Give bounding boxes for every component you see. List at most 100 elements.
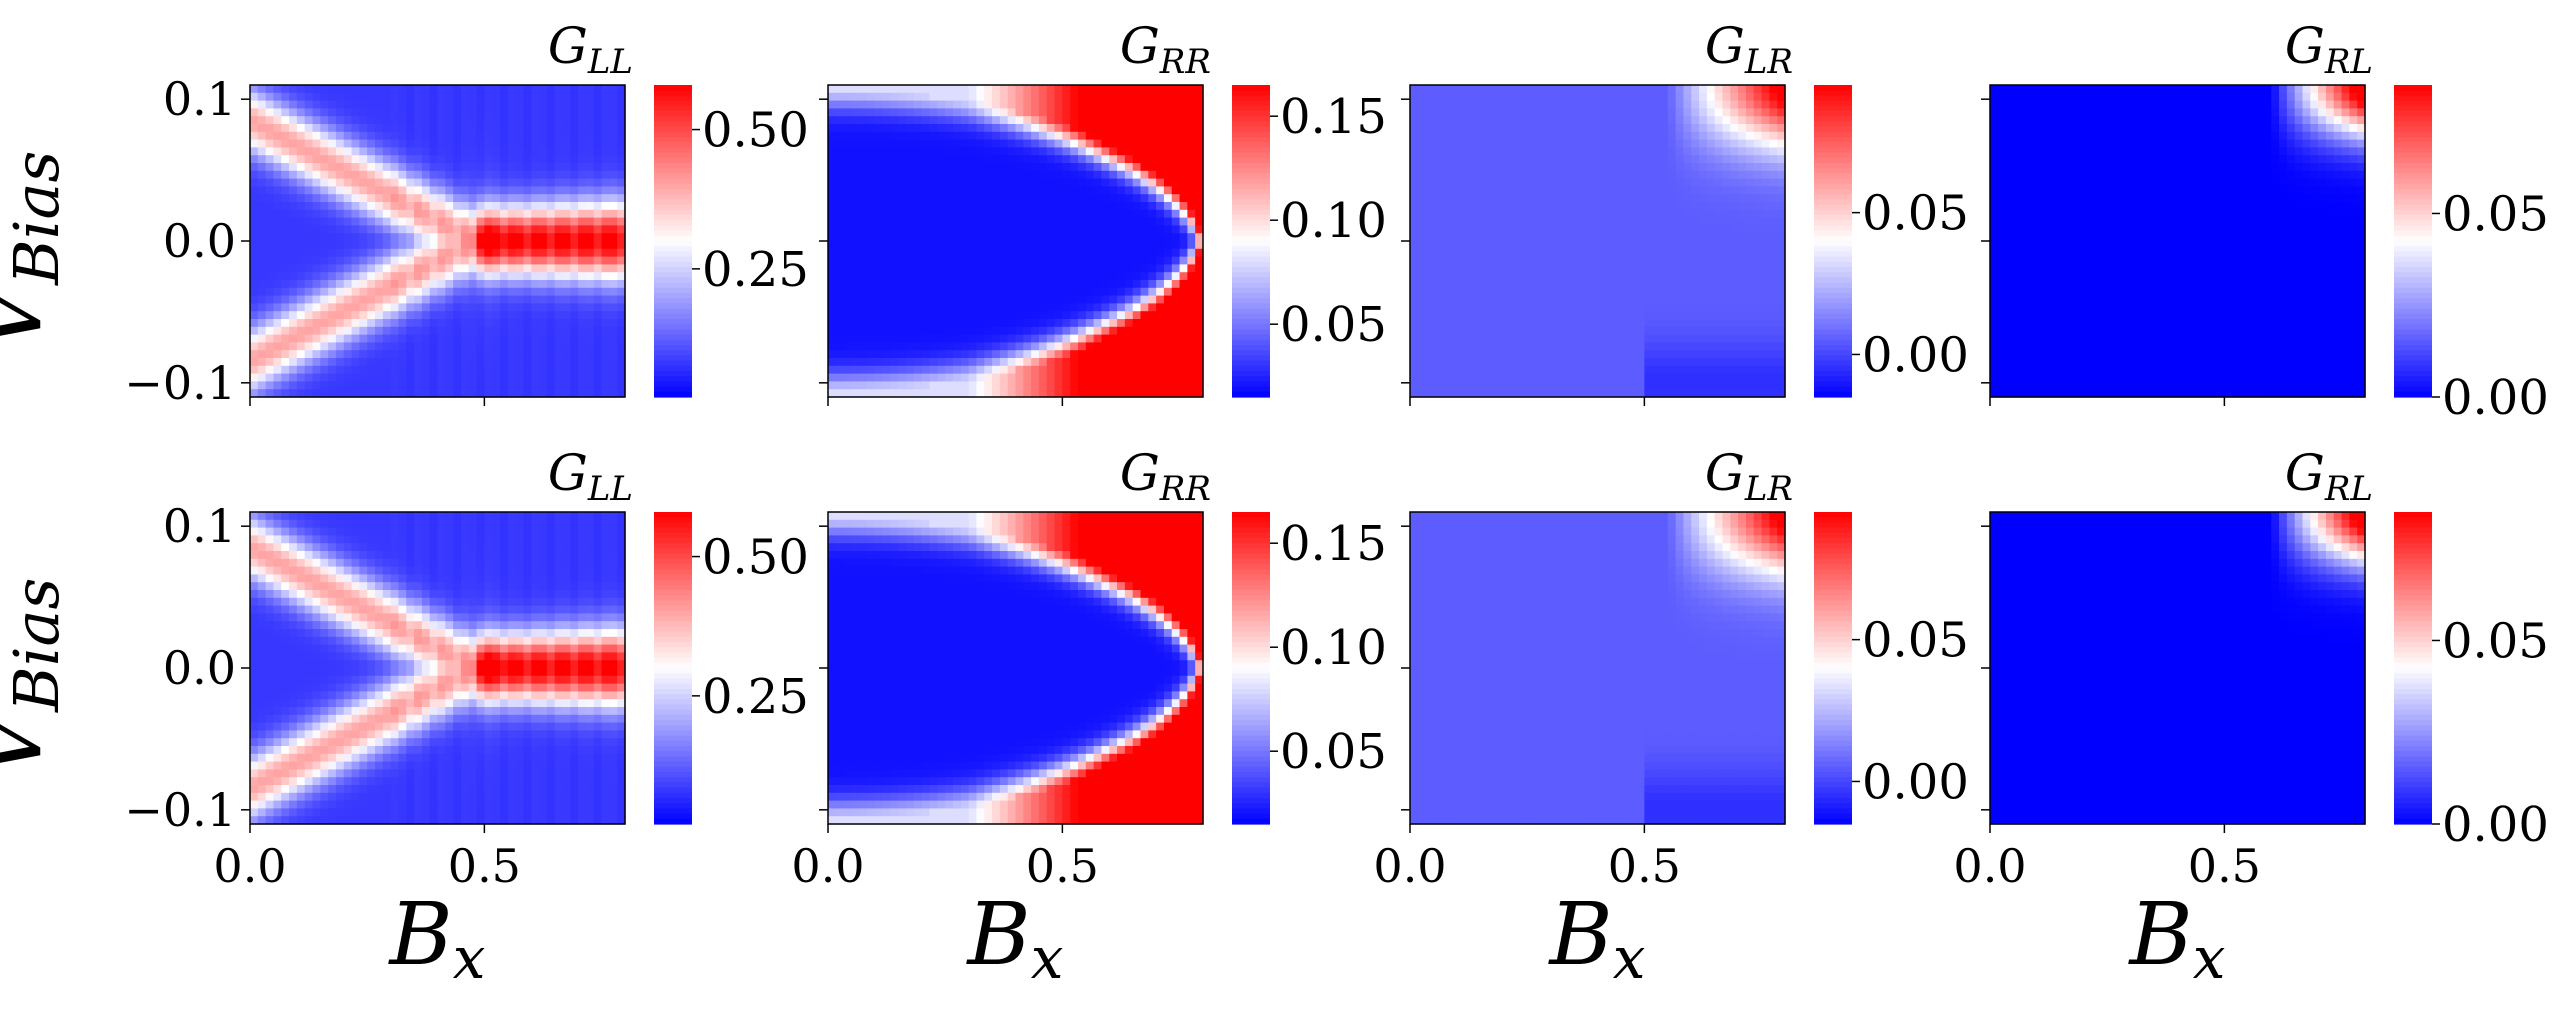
heatmap-cell [913,272,923,281]
heatmap-cell [289,373,298,382]
heatmap-cell [593,131,603,141]
heatmap-cell [539,124,548,133]
heatmap-cell [859,280,868,289]
heatmap-cell [421,272,431,281]
heatmap-cell [570,365,579,375]
heatmap-cell [890,194,899,203]
heatmap-cell [1488,272,1497,281]
heatmap-cell [1503,280,1513,289]
heatmap-cell [273,155,282,164]
heatmap-cell [1542,256,1552,265]
heatmap-cell [578,108,587,117]
heatmap-cell [320,225,329,234]
heatmap-cell [1550,248,1560,258]
heatmap-cell [1441,365,1450,375]
heatmap-cell [859,389,868,398]
heatmap-cell [1535,139,1544,148]
heatmap-cell [828,334,837,343]
heatmap-cell [1589,209,1599,219]
heatmap-cell [351,342,360,351]
heatmap-cell [476,358,485,367]
heatmap-cell [523,131,532,141]
heatmap-cell [492,241,501,250]
heatmap-cell [1046,319,1056,328]
heatmap-cell [281,170,290,180]
heatmap-cell [1574,280,1583,289]
heatmap-cell [828,116,837,125]
heatmap-cell [1425,233,1435,242]
heatmap-cell [601,108,610,117]
heatmap-cell [1124,358,1134,367]
heatmap-cell [1410,225,1419,234]
heatmap-cell [1574,202,1583,211]
heatmap-cell [1124,389,1134,398]
heatmap-cell [1503,147,1513,156]
heatmap-cell [890,303,899,312]
heatmap-cell [460,334,470,343]
heatmap-cell [999,178,1009,187]
heatmap-cell [562,233,571,242]
heatmap-cell [1078,389,1087,398]
heatmap-cell [1140,241,1149,250]
heatmap-cell [601,241,610,250]
colorbar-segment [1232,282,1270,289]
colorbar-segment [654,95,692,102]
heatmap-cell [1441,350,1450,359]
heatmap-cell [367,163,376,172]
heatmap-cell [390,241,400,250]
heatmap-cell [578,116,587,125]
heatmap-cell [578,202,587,211]
heatmap-cell [882,92,892,102]
heatmap-cell [1070,326,1079,336]
heatmap-cell [507,225,517,234]
heatmap-cell [1574,139,1583,148]
heatmap-cell [1101,131,1110,141]
heatmap-cell [289,147,298,156]
heatmap-cell [1527,225,1536,234]
heatmap-cell [1046,311,1056,320]
heatmap-cell [1124,233,1134,242]
heatmap-cell [398,163,407,172]
heatmap-cell [898,256,907,265]
heatmap-cell [976,241,985,250]
heatmap-cell [382,326,392,336]
heatmap-cell [617,311,626,320]
heatmap-cell [960,334,970,343]
heatmap-cell [273,264,282,273]
heatmap-cell [1472,295,1481,304]
heatmap-cell [882,139,892,148]
heatmap-cell [874,358,884,367]
heatmap-cell [976,358,985,367]
heatmap-cell [593,311,603,320]
heatmap-cell [1581,225,1591,234]
heatmap-cell [539,163,548,172]
heatmap-cell [617,381,626,390]
heatmap-cell [1109,108,1118,117]
heatmap-cell [953,92,962,102]
heatmap-cell [539,358,548,367]
heatmap-cell [328,280,337,289]
heatmap-cell [1023,295,1032,304]
heatmap-cell [367,295,376,304]
heatmap-cell [937,194,946,203]
heatmap-cell [1124,170,1134,180]
heatmap-cell [476,373,485,382]
heatmap-cell [617,280,626,289]
heatmap-cell [281,358,290,367]
heatmap-cell [867,85,876,94]
heatmap-cell [1441,311,1450,320]
heatmap-cell [1472,170,1481,180]
heatmap-cell [1550,85,1560,94]
heatmap-cell [882,342,892,351]
heatmap-cell [539,178,548,187]
heatmap-cell [1433,170,1442,180]
heatmap-cell [1417,186,1427,195]
heatmap-cell [859,139,868,148]
colorbar-segment [654,215,692,221]
heatmap-cell [296,334,306,343]
heatmap-cell [562,248,571,258]
heatmap-cell [1480,233,1489,242]
heatmap-cell [539,248,548,258]
heatmap-cell [531,358,540,367]
heatmap-cell [1574,170,1583,180]
